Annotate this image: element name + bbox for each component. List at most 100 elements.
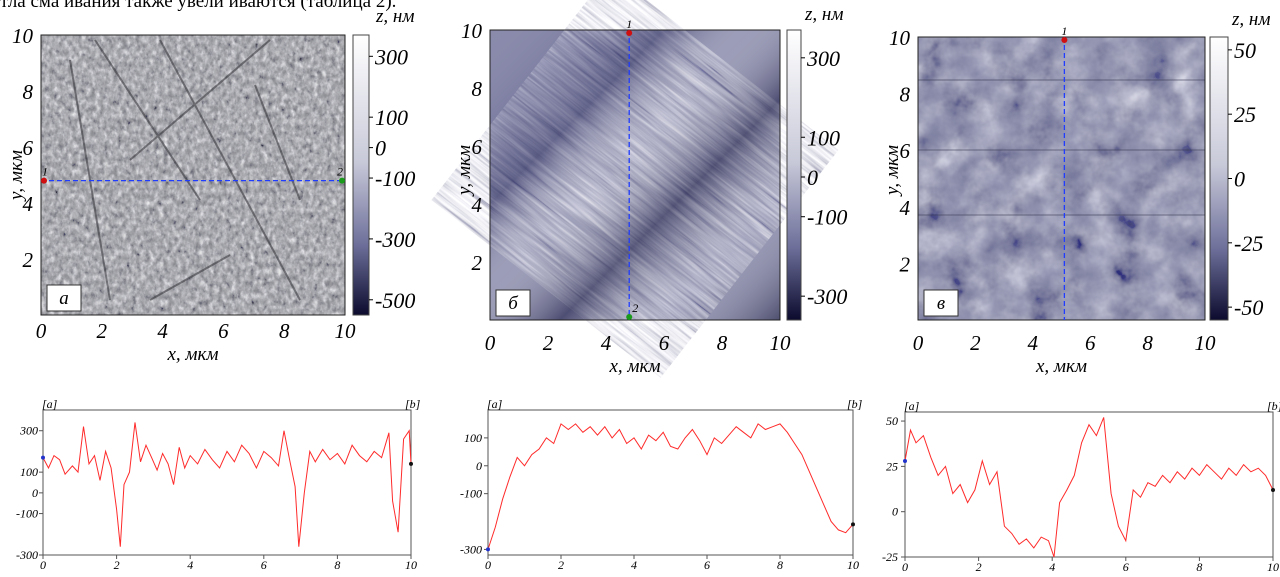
afm-panel-b: [431, 0, 839, 379]
y-tick-label: 10: [12, 24, 34, 48]
profile-series-line: [487, 423, 854, 550]
colorbar-tick-label: -50: [1234, 295, 1263, 320]
y-tick-label: 300: [19, 424, 38, 438]
x-tick-label: 8: [1196, 560, 1202, 574]
x-tick-label: 6: [261, 558, 267, 572]
y-axis-label: y, мкм: [882, 145, 903, 197]
colorbar-tick-label: 300: [806, 46, 840, 71]
x-tick-label: 2: [543, 331, 554, 355]
x-tick-label: 2: [97, 319, 108, 343]
x-tick-label: 4: [157, 319, 168, 343]
x-tick-label: 8: [1142, 331, 1153, 355]
panel-letter: а: [59, 288, 69, 309]
y-tick-label: 2: [23, 248, 34, 272]
profile-end-point: [851, 522, 855, 527]
y-tick-label: 8: [23, 80, 34, 104]
scan-marker-label: 2: [337, 165, 343, 179]
x-tick-label: 2: [976, 560, 982, 574]
afm-axes-1: 0 2 4 6 8 10 2 4 6 8 10 x, мкм y, мкм а z, нм 300 100 0 -1…: [6, 6, 415, 365]
x-tick-label: 0: [40, 558, 46, 572]
y-tick-label: 6: [900, 139, 911, 163]
afm-axes-2: 0 2 4 6 8 10 2 4 6 8 10 x, мкм y, мкм б z, нм 300 100 0 -1…: [454, 4, 847, 377]
colorbar-tick-label: 100: [375, 105, 408, 130]
x-tick-label: 6: [1123, 560, 1129, 574]
y-axis-label: y, мкм: [454, 145, 475, 197]
x-tick-label: 6: [704, 558, 710, 572]
colorbar: [352, 34, 370, 316]
y-tick-label: 6: [472, 135, 483, 159]
colorbar-label: z, нм: [804, 4, 843, 25]
x-tick-label: 10: [847, 558, 859, 572]
y-tick-label: 10: [461, 19, 483, 43]
y-tick-label: 2: [900, 252, 911, 276]
profile-series-line: [904, 417, 1274, 558]
x-tick-label: 10: [405, 558, 417, 572]
profile-end-point: [409, 461, 413, 466]
colorbar-tick-label: 0: [375, 136, 386, 161]
x-tick-label: 8: [777, 558, 783, 572]
colorbar-tick-label: -100: [375, 166, 415, 191]
y-tick-label: 8: [472, 77, 483, 101]
panel-letter: в: [937, 293, 945, 314]
x-tick-label: 2: [558, 558, 564, 572]
colorbar-tick-label: 300: [374, 44, 408, 69]
scan-line-start-dot: [1061, 37, 1068, 43]
profile-chart-3: [a] [b] 0 2 4 6 8 10 50 25 0 -25: [882, 399, 1280, 574]
scan-marker-label: 1: [626, 17, 632, 31]
x-tick-label: 4: [1049, 560, 1055, 574]
x-tick-label: 4: [187, 558, 193, 572]
x-tick-label: 10: [1195, 331, 1217, 355]
profile-corner-label: [b]: [847, 397, 863, 411]
x-tick-label: 6: [218, 319, 229, 343]
x-tick-label: 4: [601, 331, 612, 355]
x-tick-label: 8: [334, 558, 340, 572]
x-axis-label: x, мкм: [166, 344, 218, 365]
x-tick-label: 4: [631, 558, 637, 572]
colorbar-tick-label: 0: [1234, 167, 1245, 192]
afm-panel-a: [40, 34, 346, 316]
x-axis-label: x, мкм: [608, 356, 660, 377]
panel-letter-box: [495, 289, 531, 317]
y-tick-label: 10: [889, 26, 911, 50]
profile-corner-label: [a]: [487, 397, 503, 411]
x-tick-label: 10: [1267, 560, 1279, 574]
colorbar-tick-label: -25: [1234, 231, 1263, 256]
colorbar-tick-label: -300: [375, 227, 415, 252]
y-tick-label: 6: [23, 136, 34, 160]
profile-series-line: [42, 422, 412, 547]
y-tick-label: -100: [16, 507, 38, 521]
x-tick-label: 8: [717, 331, 728, 355]
x-tick-label: 10: [335, 319, 357, 343]
y-tick-label: 8: [900, 83, 911, 107]
profile-end-point: [1271, 487, 1275, 492]
profile-corner-label: [b]: [1267, 399, 1280, 413]
y-tick-label: -300: [460, 542, 482, 556]
panel-letter: б: [508, 293, 519, 314]
x-tick-label: 0: [485, 558, 491, 572]
x-tick-label: 4: [1028, 331, 1039, 355]
y-tick-label: 25: [886, 459, 898, 473]
y-tick-label: 4: [900, 196, 911, 220]
x-tick-label: 8: [279, 319, 290, 343]
colorbar-tick-label: 25: [1234, 102, 1256, 127]
profile-corner-label: [a]: [904, 399, 920, 413]
y-tick-label: -25: [882, 550, 898, 564]
x-tick-label: 0: [902, 560, 908, 574]
profile-start-point: [903, 458, 907, 463]
y-tick-label: 0: [476, 459, 482, 473]
x-tick-label: 0: [485, 331, 496, 355]
scan-marker-label: 1: [42, 165, 48, 179]
colorbar-tick-label: 50: [1234, 38, 1256, 63]
panel-letter-box: [46, 284, 82, 312]
colorbar: [1209, 36, 1229, 321]
y-tick-label: 0: [892, 505, 898, 519]
colorbar-label: z, нм: [1231, 9, 1270, 30]
x-tick-label: 2: [970, 331, 981, 355]
y-tick-label: 0: [32, 486, 38, 500]
profile-frame: [487, 409, 854, 556]
y-tick-label: -300: [16, 548, 38, 562]
y-tick-label: 100: [20, 465, 38, 479]
afm-axes-3: 0 2 4 6 8 10 2 4 6 8 10 x, мкм y, мкм в z, нм 50 25 0 -25 -…: [882, 9, 1270, 377]
colorbar-tick-label: -500: [375, 288, 415, 313]
colorbar-tick-label: -100: [807, 205, 847, 230]
